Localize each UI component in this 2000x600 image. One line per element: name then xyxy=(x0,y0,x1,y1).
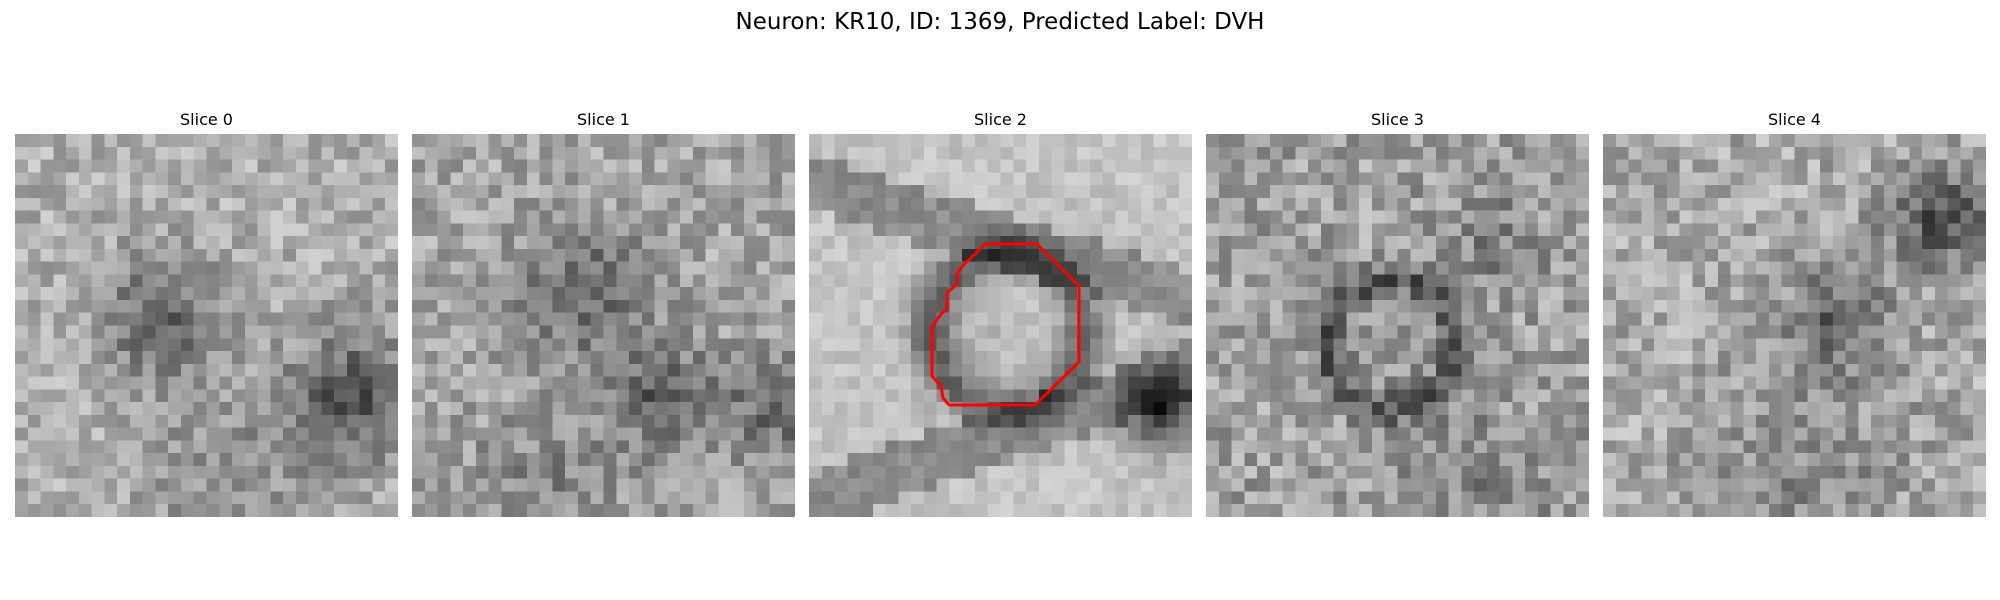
panel-title-slice-3-wrap: Slice 3 xyxy=(1206,108,1589,132)
slice-4-canvas xyxy=(1603,134,1986,517)
slice-1-canvas xyxy=(412,134,795,517)
panel-title-slice-4: Slice 4 xyxy=(1768,110,1821,129)
panel-title-slice-0: Slice 0 xyxy=(180,110,233,129)
panel-title-slice-4-wrap: Slice 4 xyxy=(1603,108,1986,132)
slice-1-image xyxy=(412,134,795,517)
slice-0-canvas xyxy=(15,134,398,517)
slice-3-image xyxy=(1206,134,1589,517)
slice-2-image xyxy=(809,134,1192,517)
slice-0-image xyxy=(15,134,398,517)
roi-contour-overlay xyxy=(930,242,1081,407)
panel-title-slice-0-wrap: Slice 0 xyxy=(15,108,398,132)
slice-3-canvas xyxy=(1206,134,1589,517)
panel-title-slice-1: Slice 1 xyxy=(577,110,630,129)
panel-title-slice-3: Slice 3 xyxy=(1371,110,1424,129)
roi-contour xyxy=(930,242,1081,407)
panel-title-slice-2-wrap: Slice 2 xyxy=(809,108,1192,132)
panel-title-slice-2: Slice 2 xyxy=(974,110,1027,129)
slice-2-canvas xyxy=(809,134,1192,517)
panel-title-slice-1-wrap: Slice 1 xyxy=(412,108,795,132)
figure-title: Neuron: KR10, ID: 1369, Predicted Label:… xyxy=(735,9,1265,35)
slice-4-image xyxy=(1603,134,1986,517)
